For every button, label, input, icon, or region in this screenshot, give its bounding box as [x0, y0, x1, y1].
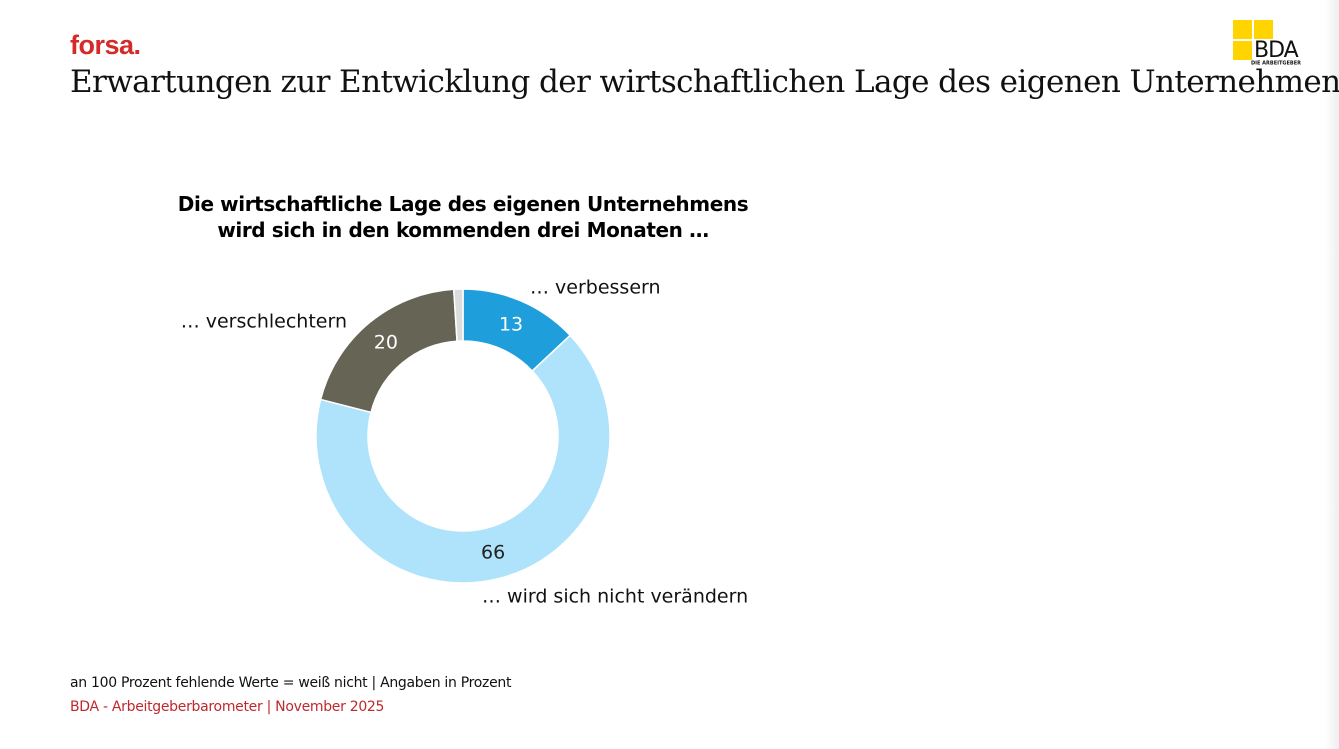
category-label: … verschlechtern [181, 311, 347, 333]
forsa-logo: forsa. [70, 30, 141, 60]
bda-subtext: DIE ARBEITGEBER [1251, 61, 1301, 67]
logo-square [1233, 41, 1252, 60]
edge-shade [1325, 0, 1339, 749]
category-label: … wird sich nicht verändern [482, 586, 748, 608]
donut-slice [315, 334, 611, 584]
page-title: Erwartungen zur Entwicklung der wirtscha… [70, 64, 1339, 100]
category-label: … verbessern [530, 277, 661, 299]
footnote: an 100 Prozent fehlende Werte = weiß nic… [70, 675, 512, 691]
value-label: 20 [374, 331, 398, 353]
logo-square [1254, 20, 1273, 39]
donut-slice [452, 288, 464, 342]
bda-logo: BDA DIE ARBEITGEBER [1233, 20, 1301, 67]
bda-text: BDA [1254, 38, 1299, 63]
logo-square [1233, 20, 1252, 39]
value-label: 13 [499, 313, 523, 335]
source: BDA - Arbeitgeberbarometer | November 20… [70, 699, 385, 715]
value-label: 66 [481, 542, 505, 564]
chart-title: Die wirtschaftliche Lage des eigenen Unt… [177, 192, 749, 242]
